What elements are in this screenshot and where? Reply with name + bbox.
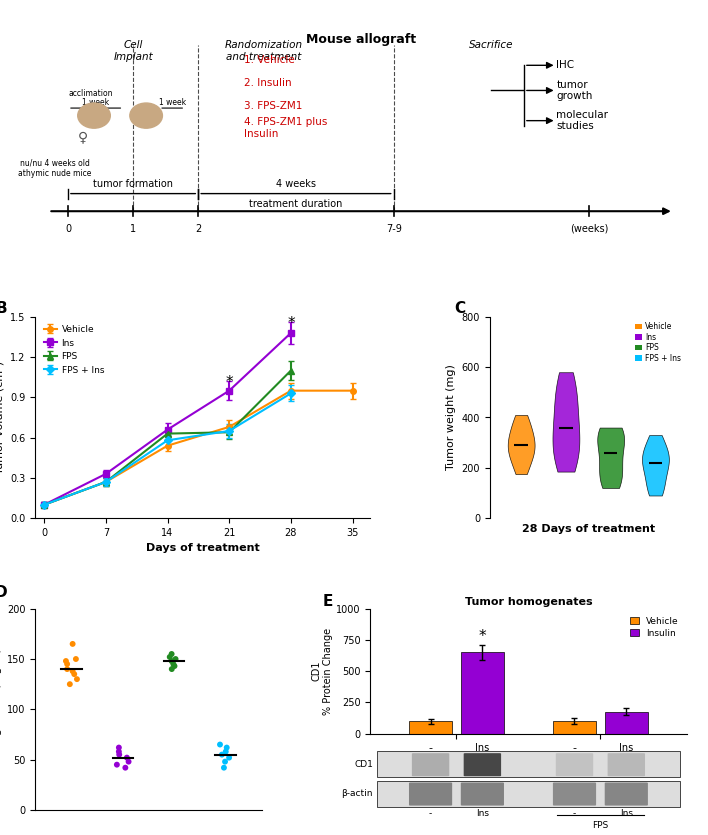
Text: Sacrifice: Sacrifice xyxy=(469,40,513,50)
Text: FPS: FPS xyxy=(593,821,609,830)
Point xyxy=(70,652,81,665)
Text: 3. FPS-ZM1: 3. FPS-ZM1 xyxy=(244,100,302,110)
Point xyxy=(219,755,231,768)
Text: -: - xyxy=(429,809,432,818)
Text: Mouse allograft: Mouse allograft xyxy=(306,33,416,46)
Point xyxy=(215,738,226,752)
Text: CD1: CD1 xyxy=(354,760,373,769)
Point xyxy=(64,677,76,691)
Legend: Vehicle, Insulin: Vehicle, Insulin xyxy=(626,613,683,641)
Text: acclimation: acclimation xyxy=(69,89,113,98)
Y-axis label: Tumor weight (mg): Tumor weight (mg) xyxy=(446,365,456,470)
Circle shape xyxy=(130,103,162,129)
Text: β-actin: β-actin xyxy=(341,789,373,798)
Text: B: B xyxy=(0,301,7,316)
FancyBboxPatch shape xyxy=(461,782,504,806)
Text: -: - xyxy=(573,809,576,818)
Text: 1 week: 1 week xyxy=(159,98,185,107)
Point xyxy=(166,647,177,660)
Point xyxy=(72,672,83,686)
Point xyxy=(67,637,79,650)
Point xyxy=(67,665,79,678)
Point xyxy=(166,655,177,668)
Point xyxy=(123,755,135,768)
X-axis label: 28 Days of treatment: 28 Days of treatment xyxy=(522,524,655,534)
Point xyxy=(113,745,125,758)
Text: Ins: Ins xyxy=(475,743,489,753)
Text: Cell
Implant: Cell Implant xyxy=(113,40,153,62)
Text: -: - xyxy=(428,743,433,753)
Text: ♀: ♀ xyxy=(78,129,88,144)
Point xyxy=(220,745,232,758)
Legend: Vehicle, Ins, FPS, FPS + Ins: Vehicle, Ins, FPS, FPS + Ins xyxy=(40,321,108,378)
Text: 4. FPS-ZM1 plus
Insulin: 4. FPS-ZM1 plus Insulin xyxy=(244,118,327,139)
Point xyxy=(169,660,180,673)
Text: 1 week: 1 week xyxy=(81,98,109,107)
Point xyxy=(60,655,72,668)
Text: 2: 2 xyxy=(195,224,201,234)
Y-axis label: Blood glucose (mg/dl): Blood glucose (mg/dl) xyxy=(0,648,1,771)
Text: (weeks): (weeks) xyxy=(570,224,608,234)
Point xyxy=(224,751,235,764)
Text: 7-9: 7-9 xyxy=(386,224,401,234)
Text: tumor formation: tumor formation xyxy=(93,179,173,189)
Point xyxy=(62,657,73,671)
Point xyxy=(170,652,181,665)
Text: C: C xyxy=(455,301,465,316)
Text: *: * xyxy=(287,316,295,331)
FancyBboxPatch shape xyxy=(412,753,450,777)
Text: E: E xyxy=(323,594,333,609)
Text: *: * xyxy=(225,375,233,390)
Text: -: - xyxy=(573,743,576,753)
Text: tumor
growth: tumor growth xyxy=(556,79,593,101)
Point xyxy=(216,748,227,762)
Circle shape xyxy=(78,103,110,129)
Text: molecular
studies: molecular studies xyxy=(556,110,608,131)
Text: nu/nu 4 weeks old
athymic nude mice: nu/nu 4 weeks old athymic nude mice xyxy=(18,159,91,178)
Text: 4 weeks: 4 weeks xyxy=(276,179,316,189)
Point xyxy=(221,741,232,754)
Text: *: * xyxy=(479,629,486,644)
Point xyxy=(166,662,178,676)
FancyBboxPatch shape xyxy=(556,753,593,777)
Bar xyxy=(461,652,504,733)
Text: treatment duration: treatment duration xyxy=(249,199,343,209)
Text: Ins: Ins xyxy=(476,809,489,818)
Bar xyxy=(553,721,596,733)
Point xyxy=(113,748,125,762)
Y-axis label: Tumor volume (cm³): Tumor volume (cm³) xyxy=(0,361,5,474)
Point xyxy=(164,650,176,664)
Point xyxy=(69,667,80,681)
Text: 0: 0 xyxy=(65,224,71,234)
FancyBboxPatch shape xyxy=(377,752,680,777)
Text: Ins: Ins xyxy=(620,809,633,818)
Text: Randomization
and treatment: Randomization and treatment xyxy=(224,40,302,62)
Title: Tumor homogenates: Tumor homogenates xyxy=(464,596,593,606)
FancyBboxPatch shape xyxy=(607,753,645,777)
Legend: Vehicle, Ins, FPS, FPS + Ins: Vehicle, Ins, FPS, FPS + Ins xyxy=(633,321,683,364)
FancyBboxPatch shape xyxy=(377,781,680,807)
Text: Ins: Ins xyxy=(620,743,634,753)
Point xyxy=(111,758,122,772)
Text: 1. Vehicle: 1. Vehicle xyxy=(244,55,295,65)
Point xyxy=(121,751,132,764)
Point xyxy=(113,741,125,754)
Point xyxy=(120,761,131,774)
Text: D: D xyxy=(0,584,7,600)
Point xyxy=(62,662,73,676)
Point xyxy=(218,761,229,774)
Point xyxy=(168,657,179,671)
Bar xyxy=(409,721,452,733)
Text: FPS: FPS xyxy=(591,755,610,765)
FancyBboxPatch shape xyxy=(464,753,501,777)
Text: 2. Insulin: 2. Insulin xyxy=(244,78,292,88)
FancyBboxPatch shape xyxy=(553,782,596,806)
X-axis label: Days of treatment: Days of treatment xyxy=(146,544,260,554)
Bar xyxy=(605,711,648,733)
Text: IHC: IHC xyxy=(556,60,575,70)
FancyBboxPatch shape xyxy=(605,782,648,806)
FancyBboxPatch shape xyxy=(409,782,452,806)
Y-axis label: CD1
% Protein Change: CD1 % Protein Change xyxy=(312,628,333,715)
Text: 1: 1 xyxy=(130,224,136,234)
